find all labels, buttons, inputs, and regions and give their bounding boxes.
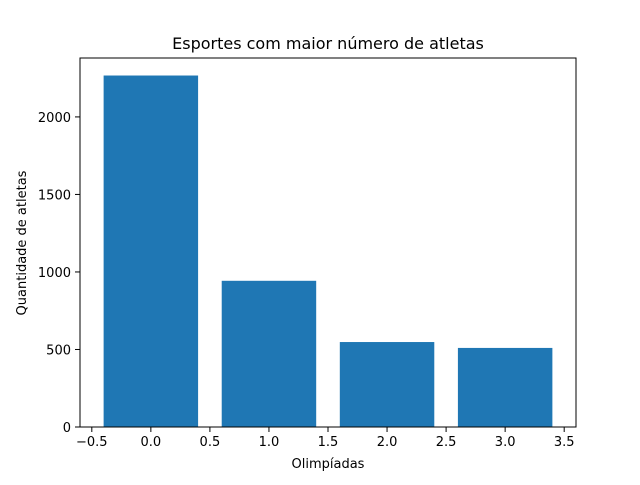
bar-3 bbox=[457, 347, 553, 427]
bar-2 bbox=[339, 342, 435, 427]
bar-1 bbox=[221, 280, 317, 427]
x-tick-label: 3.5 bbox=[554, 435, 575, 450]
y-tick-label: 1500 bbox=[38, 188, 71, 203]
y-tick-label: 1000 bbox=[38, 266, 71, 281]
x-tick-label: 1.0 bbox=[259, 435, 280, 450]
x-tick-label: 3.0 bbox=[495, 435, 516, 450]
x-tick-label: 2.0 bbox=[377, 435, 398, 450]
y-tick-label: 0 bbox=[63, 421, 71, 436]
y-axis-ticks: 0 500 1000 1500 2000 bbox=[38, 111, 80, 436]
x-tick-label: 0.0 bbox=[141, 435, 162, 450]
y-tick-label: 500 bbox=[46, 343, 71, 358]
bars-layer bbox=[103, 75, 553, 427]
y-axis-label: Quantidade de atletas bbox=[15, 170, 30, 315]
x-axis-ticks: −0.5 0.0 0.5 1.0 1.5 2.0 2.5 3.0 3.5 bbox=[76, 427, 575, 450]
x-tick-label: 2.5 bbox=[436, 435, 457, 450]
x-tick-label: 1.5 bbox=[318, 435, 339, 450]
x-axis-label: Olimpíadas bbox=[292, 457, 365, 472]
chart-title: Esportes com maior número de atletas bbox=[172, 34, 484, 53]
x-tick-label: 0.5 bbox=[200, 435, 221, 450]
bar-0 bbox=[103, 75, 199, 427]
y-tick-label: 2000 bbox=[38, 111, 71, 126]
x-tick-label: −0.5 bbox=[76, 435, 108, 450]
